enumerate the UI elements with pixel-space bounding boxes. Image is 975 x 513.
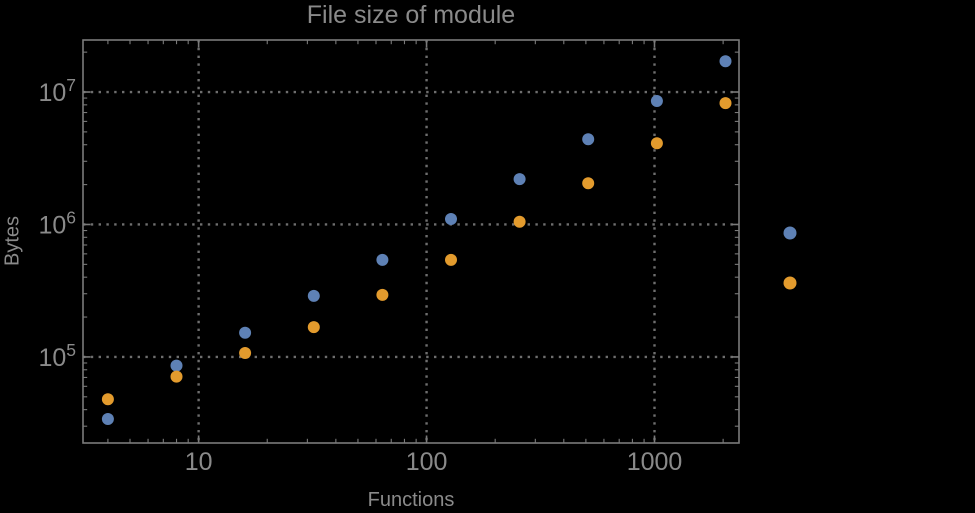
legend-marker — [783, 276, 797, 290]
x-tick-label: 100 — [406, 448, 448, 476]
data-point-orange — [307, 321, 320, 334]
y-tick-label: 107 — [38, 75, 76, 107]
x-axis-label: Functions — [367, 489, 455, 511]
data-point-blue — [170, 359, 183, 372]
chart-title: File size of module — [306, 1, 516, 29]
data-point-blue — [582, 133, 595, 146]
data-point-blue — [650, 95, 663, 107]
data-point-orange — [513, 215, 526, 228]
data-point-orange — [376, 288, 389, 301]
plot-frame — [82, 39, 740, 444]
data-point-blue — [101, 413, 114, 425]
data-point-blue — [513, 173, 526, 186]
data-point-blue — [239, 326, 252, 339]
data-point-blue — [445, 213, 457, 225]
data-point-orange — [170, 370, 183, 383]
data-point-orange — [101, 393, 114, 406]
data-point-orange — [650, 137, 663, 150]
data-point-blue — [376, 253, 389, 266]
x-tick-label: 1000 — [627, 448, 683, 476]
y-tick-label: 105 — [38, 340, 76, 372]
data-point-orange — [719, 97, 732, 110]
data-point-orange — [445, 253, 457, 266]
legend-marker — [783, 226, 797, 240]
data-point-blue — [307, 289, 320, 302]
x-tick-label: 10 — [185, 448, 213, 476]
data-point-orange — [582, 177, 595, 190]
y-tick-label: 106 — [38, 207, 76, 239]
data-point-orange — [239, 347, 252, 359]
data-point-blue — [719, 55, 732, 68]
